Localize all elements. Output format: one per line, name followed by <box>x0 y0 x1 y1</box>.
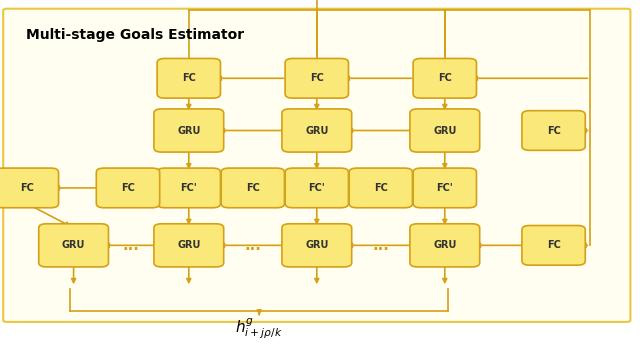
FancyBboxPatch shape <box>410 109 480 152</box>
FancyBboxPatch shape <box>282 109 352 152</box>
FancyBboxPatch shape <box>413 168 476 208</box>
FancyBboxPatch shape <box>285 168 349 208</box>
Text: FC: FC <box>374 183 388 193</box>
Text: Multi-stage Goals Estimator: Multi-stage Goals Estimator <box>26 28 244 42</box>
FancyBboxPatch shape <box>285 58 349 98</box>
Text: FC: FC <box>547 240 561 250</box>
Text: FC': FC' <box>308 183 325 193</box>
FancyBboxPatch shape <box>522 226 585 265</box>
Text: FC': FC' <box>180 183 197 193</box>
Text: FC: FC <box>20 183 34 193</box>
FancyBboxPatch shape <box>39 224 109 267</box>
FancyBboxPatch shape <box>3 9 630 322</box>
FancyBboxPatch shape <box>410 224 480 267</box>
FancyBboxPatch shape <box>282 224 352 267</box>
FancyBboxPatch shape <box>157 58 220 98</box>
Text: GRU: GRU <box>177 126 200 135</box>
Text: FC: FC <box>547 126 561 135</box>
Text: FC: FC <box>438 73 452 83</box>
Text: ...: ... <box>244 238 261 253</box>
FancyBboxPatch shape <box>96 168 160 208</box>
FancyBboxPatch shape <box>221 168 285 208</box>
FancyBboxPatch shape <box>522 111 585 150</box>
Text: ...: ... <box>372 238 389 253</box>
FancyBboxPatch shape <box>413 58 476 98</box>
Text: GRU: GRU <box>433 126 456 135</box>
Text: FC: FC <box>310 73 324 83</box>
Text: GRU: GRU <box>62 240 85 250</box>
Text: GRU: GRU <box>305 240 328 250</box>
FancyBboxPatch shape <box>154 224 224 267</box>
Text: FC: FC <box>246 183 260 193</box>
Text: GRU: GRU <box>305 126 328 135</box>
FancyBboxPatch shape <box>349 168 412 208</box>
FancyBboxPatch shape <box>157 168 220 208</box>
Text: FC: FC <box>182 73 196 83</box>
Text: GRU: GRU <box>433 240 456 250</box>
Text: FC: FC <box>121 183 135 193</box>
FancyBboxPatch shape <box>154 109 224 152</box>
Text: ...: ... <box>123 238 140 253</box>
Text: FC': FC' <box>436 183 453 193</box>
Text: GRU: GRU <box>177 240 200 250</box>
FancyBboxPatch shape <box>0 168 59 208</box>
Text: $h^{g}_{i+j\rho/k}$: $h^{g}_{i+j\rho/k}$ <box>236 317 283 341</box>
